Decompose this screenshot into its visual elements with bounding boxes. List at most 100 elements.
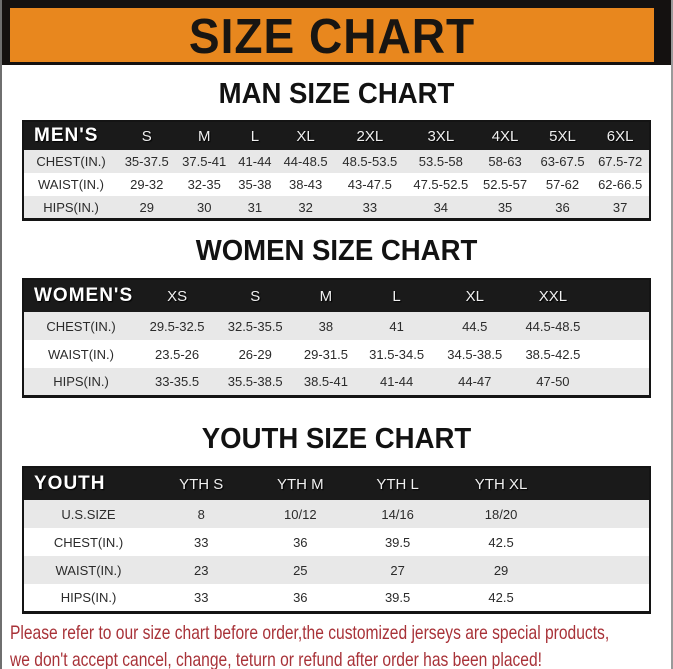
- size-value: 27: [390, 562, 405, 578]
- men-size-chart-section: MAN SIZE CHART MEN'S S M L XL 2XL 3XL 4XL 5XL 6XL…: [2, 79, 671, 221]
- spacer-cell: [558, 500, 650, 528]
- men-size-table: MEN'S S M L XL 2XL 3XL 4XL 5XL 6XL CHEST(IN.) 35-37…: [22, 120, 651, 221]
- size-value: 39.5: [384, 534, 411, 550]
- size-value: 37.5-41: [182, 154, 227, 170]
- size-value: 44.5: [462, 318, 488, 334]
- spacer-cell: [592, 368, 650, 396]
- size-value: 38-43: [288, 177, 323, 193]
- size-value: 23: [194, 562, 209, 578]
- table-title-cell: WOMEN'S: [34, 285, 134, 307]
- row-label: CHEST(IN.): [36, 154, 106, 170]
- size-column-header: XXL: [538, 287, 568, 305]
- size-value: 29.5-32.5: [149, 318, 205, 334]
- size-value: 35-38: [238, 177, 272, 193]
- size-value: 35-37.5: [124, 154, 169, 170]
- size-value: 44-47: [458, 374, 492, 390]
- size-value: 43-47.5: [347, 177, 392, 193]
- women-chart-heading: WOMEN SIZE CHART: [195, 234, 478, 267]
- size-value: 44-48.5: [283, 154, 328, 170]
- women-size-chart-section: WOMEN SIZE CHART WOMEN'S XS S M L XL XXL CHEST(…: [2, 234, 671, 398]
- size-column-header: 6XL: [606, 127, 634, 145]
- size-value: 63-67.5: [540, 154, 585, 170]
- size-column-header: YTH L: [376, 475, 419, 493]
- size-value: 25: [293, 562, 308, 578]
- size-column-header: M: [319, 287, 333, 305]
- women-size-table: WOMEN'S XS S M L XL XXL CHEST(IN.) 29.5-32.5 32.5…: [22, 278, 651, 398]
- size-header-row: WOMEN'S XS S M L XL XXL: [23, 279, 650, 313]
- measurement-row: WAIST(IN.) 29-32 32-35 35-38 38-43 43-47.5 47.…: [23, 173, 650, 197]
- size-value: 53.5-58: [418, 154, 463, 170]
- row-label: WAIST(IN.): [38, 177, 104, 193]
- size-column-header: YTH S: [179, 475, 224, 493]
- spacer-cell: [592, 279, 650, 312]
- size-value: 52.5-57: [483, 177, 528, 193]
- size-value: 35: [497, 199, 513, 215]
- size-column-header: XS: [167, 287, 188, 305]
- size-column-header: 2XL: [356, 127, 384, 145]
- size-value: 33: [362, 199, 378, 215]
- row-label: WAIST(IN.): [55, 562, 122, 578]
- charts-container: MAN SIZE CHART MEN'S S M L XL 2XL 3XL 4XL 5XL 6XL…: [2, 79, 671, 614]
- size-value: 39.5: [384, 590, 411, 606]
- table-title-cell: MEN'S: [34, 125, 99, 147]
- size-header-row: YOUTH YTH S YTH M YTH L YTH XL: [23, 467, 650, 501]
- size-value: 57-62: [545, 177, 580, 193]
- size-value: 62-66.5: [598, 177, 643, 193]
- order-policy-note: Please refer to our size chart before or…: [2, 620, 671, 669]
- size-value: 42.5: [488, 534, 514, 550]
- size-column-header: YTH XL: [474, 475, 528, 493]
- size-column-header: L: [392, 287, 401, 305]
- measurement-row: HIPS(IN.) 29 30 31 32 33 34 35 36 37: [23, 196, 650, 220]
- measurement-row: CHEST(IN.) 33 36 39.5 42.5: [23, 528, 650, 557]
- size-value: 29-32: [130, 177, 164, 193]
- row-label: HIPS(IN.): [43, 199, 99, 215]
- size-value: 38.5-41: [303, 374, 348, 390]
- measurement-row: HIPS(IN.) 33 36 39.5 42.5: [23, 584, 650, 613]
- size-value: 26-29: [238, 346, 272, 362]
- policy-note-line2: we don't accept cancel, change, teturn o…: [10, 648, 542, 669]
- measurement-row: WAIST(IN.) 23.5-26 26-29 29-31.5 31.5-34.5 34…: [23, 340, 650, 369]
- size-value: 42.5: [488, 590, 514, 606]
- size-value: 44.5-48.5: [525, 318, 581, 334]
- youth-size-chart-section: YOUTH SIZE CHART YOUTH YTH S YTH M YTH L YTH…: [2, 422, 671, 614]
- measurement-row: U.S.SIZE 8 10/12 14/16 18/20: [23, 500, 650, 529]
- size-column-header: 3XL: [427, 127, 455, 145]
- policy-note-line1: Please refer to our size chart before or…: [10, 621, 610, 644]
- size-value: 18/20: [484, 506, 518, 522]
- size-value: 41: [389, 318, 404, 334]
- size-value: 36: [293, 534, 308, 550]
- row-label: WAIST(IN.): [48, 346, 114, 362]
- spacer-cell: [558, 528, 650, 556]
- size-value: 34: [433, 199, 449, 215]
- measurement-row: WAIST(IN.) 23 25 27 29: [23, 556, 650, 585]
- size-value: 35.5-38.5: [227, 374, 283, 390]
- size-value: 58-63: [488, 154, 522, 170]
- spacer-cell: [558, 467, 650, 500]
- row-label: CHEST(IN.): [53, 534, 124, 550]
- spacer-cell: [592, 340, 650, 368]
- size-value: 47-50: [536, 374, 570, 390]
- size-value: 32: [298, 199, 313, 215]
- size-value: 34.5-38.5: [447, 346, 503, 362]
- size-column-header: S: [250, 287, 261, 305]
- spacer-cell: [558, 556, 650, 584]
- youth-chart-heading: YOUTH SIZE CHART: [201, 422, 472, 455]
- size-value: 41-44: [379, 374, 414, 390]
- size-value: 37: [612, 199, 628, 215]
- size-value: 38: [318, 318, 334, 334]
- measurement-row: CHEST(IN.) 35-37.5 37.5-41 41-44 44-48.5 48.5…: [23, 150, 650, 174]
- size-value: 29: [493, 562, 509, 578]
- size-column-header: L: [250, 127, 260, 145]
- size-value: 29: [139, 199, 154, 215]
- size-value: 47.5-52.5: [413, 177, 469, 193]
- row-label: U.S.SIZE: [61, 506, 116, 522]
- size-value: 8: [197, 506, 205, 522]
- size-value: 36: [293, 590, 308, 606]
- youth-size-table: YOUTH YTH S YTH M YTH L YTH XL U.S.SIZE 8 10/12…: [22, 466, 651, 614]
- title-banner-inner: SIZE CHART: [10, 8, 654, 62]
- size-value: 29-31.5: [303, 346, 348, 362]
- title-banner: SIZE CHART: [2, 0, 671, 65]
- size-value: 32.5-35.5: [227, 318, 283, 334]
- spacer-cell: [558, 584, 650, 612]
